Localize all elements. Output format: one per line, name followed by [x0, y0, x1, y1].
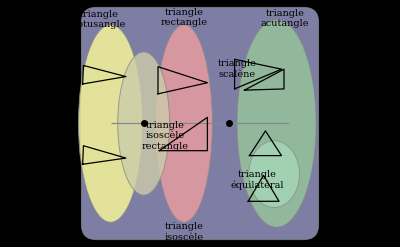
Ellipse shape — [156, 25, 212, 222]
Ellipse shape — [249, 141, 300, 207]
Ellipse shape — [237, 20, 316, 227]
Text: triangle
rectangle: triangle rectangle — [160, 8, 208, 27]
Text: triangle
équilatéral: triangle équilatéral — [230, 170, 284, 190]
Text: triangle
obtusangle: triangle obtusangle — [72, 10, 126, 29]
Text: triangle
isoscèle
rectangle: triangle isoscèle rectangle — [142, 121, 189, 151]
FancyBboxPatch shape — [82, 7, 318, 240]
Ellipse shape — [78, 25, 143, 222]
Ellipse shape — [118, 52, 170, 195]
Text: triangle
acutangle: triangle acutangle — [261, 9, 310, 28]
Text: triangle
isoscèle: triangle isoscèle — [164, 223, 204, 242]
Text: triangle
scalène: triangle scalène — [217, 60, 256, 79]
